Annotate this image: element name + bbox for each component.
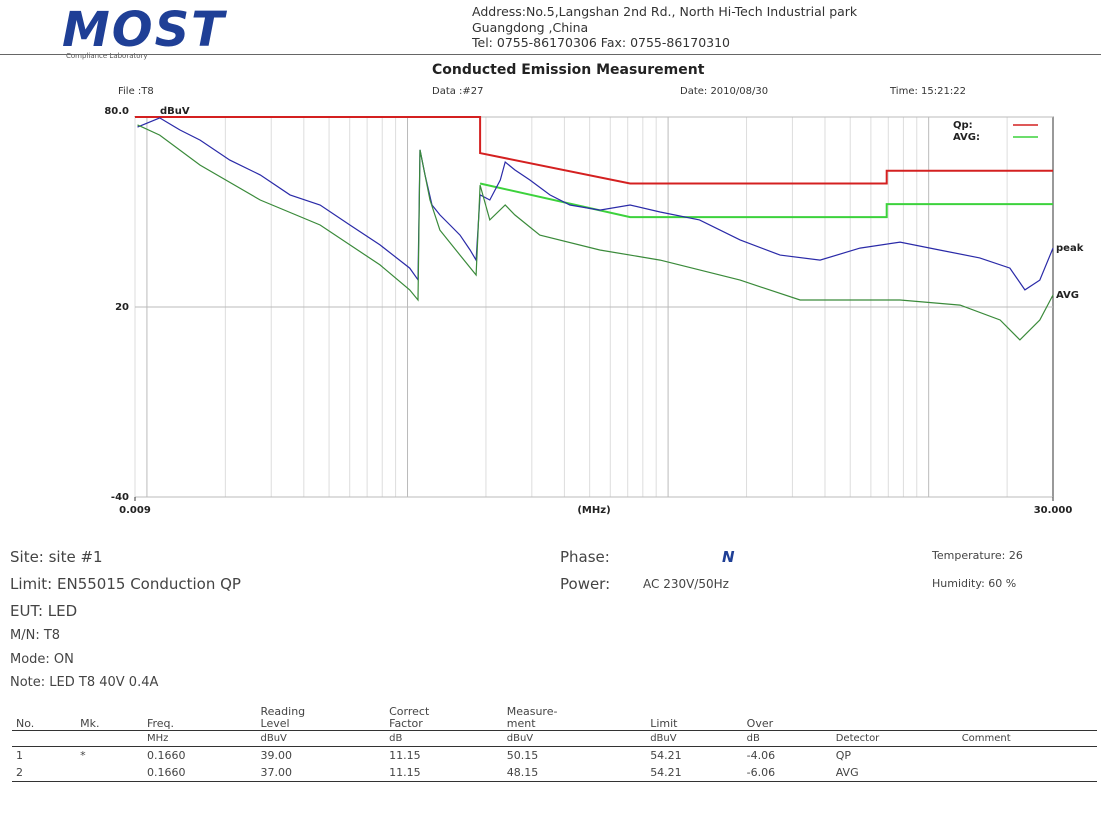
legend-label: Qp: [953,120,973,131]
date: Date: 2010/08/30 [680,86,769,97]
table-cell: 54.21 [646,764,743,782]
unit-cell [76,730,143,747]
table-cell: 11.15 [389,749,421,762]
y-tick-label: -40 [111,492,129,503]
table-cell: 39.00 [260,749,293,762]
results-table: No. Mk. Freq. Reading Level Correct Factor Me… [12,706,1097,782]
unit-cell [12,730,77,747]
table-cell: * [80,749,86,762]
table-cell: 11.15 [385,764,503,782]
table-cell: 37.00 [256,764,386,782]
limit: Limit: EN55015 Conduction QP [10,575,241,593]
y-unit: dBuV [160,106,190,117]
units-row: MHz dBuV dB dBuV dBuV dB Detector Comment [12,730,1097,747]
x-axis-label: (MHz) [577,505,610,516]
data-number: Data :#27 [432,86,484,97]
series-end-label: peak [1056,243,1084,254]
note: Note: LED T8 40V 0.4A [10,675,159,690]
chart: 80.0 20 -40 dBuV 0.009 30.000 (MHz) peak AVG Qp:A… [104,106,1084,516]
table-header: No. Mk. Freq. Reading Level Correct Factor Me… [12,706,1097,731]
table-cell [958,747,1097,765]
eut: EUT: LED [10,602,78,620]
header-rule [0,54,1101,55]
series-line [479,182,1053,219]
table-cell [957,764,1097,782]
address: Tel: 0755-86170306 Fax: 0755-86170310 [472,35,731,50]
table-cell: 0.1660 [142,764,257,782]
series-end-label: AVG [1056,290,1079,301]
phase: N [722,548,735,566]
logo-subtitle: Compliance Laboratory [66,52,148,60]
phase-label: Phase: [560,548,610,566]
legend-label: AVG: [953,132,980,143]
humidity: Humidity: 60 % [932,577,1017,590]
site: Site: site #1 [10,548,103,566]
column-header: Mk. [80,717,100,730]
unit-cell: dBuV [502,730,647,747]
mode: Mode: ON [10,652,74,667]
table-cell [76,764,143,782]
unit-cell: Detector [831,730,958,747]
series-line [137,124,1054,341]
x-tick-label: 30.000 [1034,505,1073,516]
table-cell: 0.1660 [146,749,186,762]
time: Time: 15:21:22 [890,86,966,97]
table-cell: -6.06 [742,764,832,782]
column-header: Over [746,717,774,730]
series-line [137,117,1054,291]
table-cell: 50.15 [506,749,539,762]
table-cell: 2 [12,764,77,782]
logo: MOST [62,2,226,58]
column-header: No. [16,717,35,730]
column-header: Measure- ment [506,705,558,730]
address: Guangdong ,China [472,20,589,35]
table-cell: 48.15 [502,764,647,782]
address: Address:No.5,Langshan 2nd Rd., North Hi-… [472,4,858,19]
table-cell: 1 [16,749,23,762]
unit-cell: dB [742,730,832,747]
y-tick-label: 80.0 [104,106,129,117]
unit-cell: dBuV [646,730,743,747]
file: File :T8 [118,86,154,97]
table-row: 2 0.1660 37.00 11.15 48.15 54.21 -6.06 AVG [12,764,1097,782]
power-label: Power: [560,575,611,593]
table-cell: QP [835,749,852,762]
model: M/N: T8 [10,628,61,643]
unit-cell: dB [385,730,503,747]
table-cell: 54.21 [650,749,682,762]
column-header: Limit [650,717,678,730]
table-row: 1 * 0.1660 39.00 11.15 50.15 54.21 -4.06 QP [12,747,1097,765]
power: AC 230V/50Hz [643,577,729,591]
table-cell: AVG [831,764,958,782]
column-header: Freq. [146,717,175,730]
y-tick-label: 20 [115,302,129,313]
unit-cell: dBuV [256,730,386,747]
chart-title: Conducted Emission Measurement [432,62,705,78]
column-header: Reading Level [260,705,306,730]
series-line [135,116,1053,185]
column-header: Correct Factor [389,705,430,730]
x-tick-label: 0.009 [119,505,151,516]
table-cell: -4.06 [746,749,776,762]
unit-cell: Comment [957,730,1097,747]
temperature: Temperature: 26 [932,549,1023,562]
unit-cell: MHz [142,730,257,747]
